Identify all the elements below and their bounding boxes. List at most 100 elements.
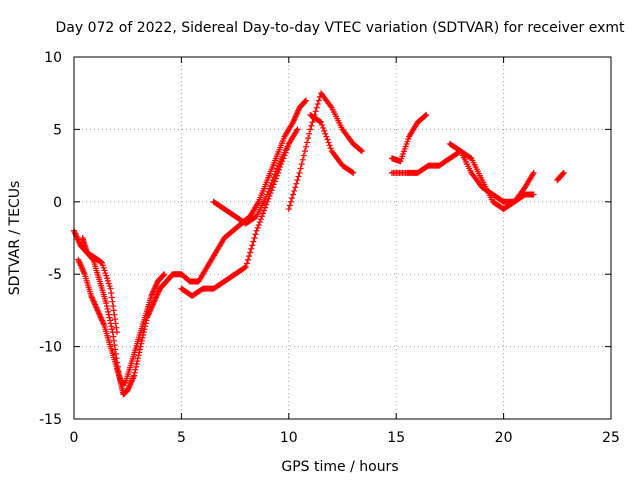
data-point [98,259,105,266]
data-point [131,369,138,376]
data-point [111,311,118,318]
data-point [273,165,280,172]
data-point [327,145,334,152]
data-point [267,182,274,189]
data-point [106,314,113,321]
data-point [112,320,119,327]
y-tick-label: 10 [44,50,62,66]
data-point [104,275,111,282]
data-point [107,317,114,324]
data-point [299,156,306,163]
data-point [250,238,257,245]
data-point [290,191,297,198]
data-point [108,294,115,301]
data-point [295,173,302,180]
plot-frame [73,56,612,420]
data-point [300,152,307,159]
data-point [253,227,260,234]
data-point [306,130,313,137]
data-point [297,165,304,172]
series-track-c [79,235,120,336]
data-point [289,195,296,202]
data-point [105,311,112,318]
data-point [560,170,567,177]
series-track-e [210,140,292,227]
data-point [104,305,111,312]
data-point [423,111,430,118]
y-tick-label: 5 [53,122,62,138]
data-point [287,198,294,205]
axis-ticks: 0 5 10 15 20 25 -15 -10 -5 0 5 10 [39,50,620,446]
data-point [131,372,138,379]
data-point [243,260,250,267]
data-point [530,191,537,198]
data-point [318,119,325,126]
data-point [101,267,108,274]
data-point [308,122,315,129]
data-point [305,135,312,142]
data-point [422,112,429,119]
data-point [241,264,248,271]
data-point [110,307,117,314]
data-point [254,224,261,231]
data-points [71,90,567,398]
data-point [242,263,249,270]
series-track-a [71,97,309,398]
series-track-k [554,169,567,184]
data-point [110,337,117,344]
data-point [307,126,314,133]
series-track-b [75,256,168,386]
data-point [110,303,117,310]
data-point [249,242,256,249]
data-point [265,188,272,195]
data-point [247,249,254,256]
data-point [135,355,142,362]
data-point [260,210,267,217]
data-point [138,337,145,344]
data-point [316,118,323,125]
data-point [358,148,365,155]
data-point [294,126,301,133]
series-track-i [388,111,430,165]
data-point [255,221,262,228]
data-point [292,184,299,191]
y-tick-label: 0 [53,195,62,211]
data-point [102,270,109,277]
data-point [298,161,305,168]
data-point [111,342,118,349]
chart-title: Day 072 of 2022, Sidereal Day-to-day VTE… [56,20,626,36]
data-point [272,168,279,175]
x-tick-label: 20 [495,430,513,446]
data-point [99,262,106,269]
data-point [270,174,277,181]
data-point [137,343,144,350]
data-point [315,97,322,104]
data-point [296,169,303,176]
data-point [256,219,263,226]
data-point [261,207,268,214]
data-point [302,97,309,104]
x-tick-label: 10 [280,430,298,446]
data-point [252,231,259,238]
data-point [323,133,330,140]
series-track-j [446,140,537,205]
data-point [357,147,364,154]
grid-lines [74,57,611,419]
data-point [326,142,333,149]
data-point [268,179,275,186]
data-point [133,363,140,370]
data-point [103,300,110,307]
data-point [301,148,308,155]
data-point [324,136,331,143]
data-point [313,104,320,111]
data-point [320,124,327,131]
y-tick-label: -5 [48,267,62,283]
data-point [104,277,111,284]
data-point [251,235,258,241]
x-tick-label: 0 [70,430,79,446]
data-point [258,213,265,220]
data-point [246,253,253,260]
x-axis-label: GPS time / hours [281,459,398,475]
data-point [109,326,116,333]
data-point [314,101,321,108]
